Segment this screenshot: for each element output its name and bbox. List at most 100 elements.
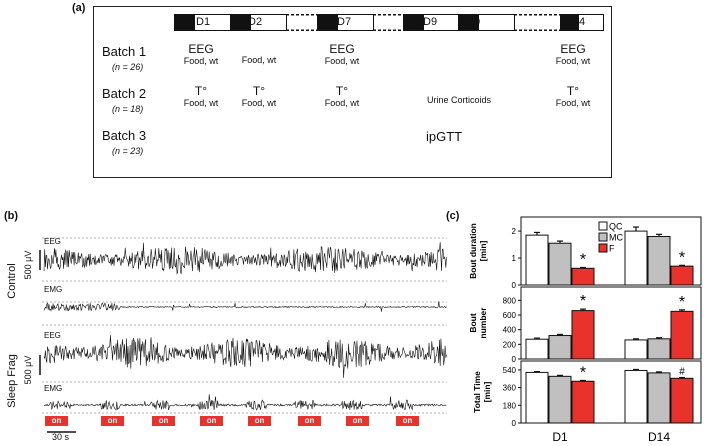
- b1-d7-food: Food, wt: [324, 56, 360, 66]
- y-axis-label: Bout: [470, 313, 478, 333]
- stim-on-marker: on: [396, 416, 419, 426]
- y-axis-label: Bout duration: [470, 223, 478, 279]
- b2-d14-food: Food, wt: [555, 98, 591, 108]
- significance-marker: *: [580, 293, 586, 310]
- b2-d2-temp: T°: [252, 84, 266, 98]
- timeline-gap-1: [286, 14, 318, 31]
- control-label: Control: [6, 263, 18, 299]
- x-category-label: D1: [552, 430, 568, 444]
- day-label-d7: D7: [337, 16, 352, 28]
- b2-d2-food: Food, wt: [241, 98, 277, 108]
- stim-on-marker: on: [298, 416, 321, 426]
- b2-urine-corticoids: Urine Corticoids: [426, 95, 492, 105]
- batch-3-n: (n = 23): [112, 146, 144, 156]
- b2-d2-cell: T° Food, wt: [234, 84, 284, 108]
- control-emg-trace: [43, 301, 447, 312]
- panel-c-label: (c): [446, 210, 460, 222]
- day-box-d10: D10: [458, 14, 515, 31]
- frag-scale-label: 500 μV: [23, 355, 33, 385]
- bar-f: [571, 267, 595, 286]
- frag-emg-label: EMG: [44, 384, 63, 393]
- bar-f: [571, 380, 595, 424]
- b2-d1-cell: T° Food, wt: [176, 84, 226, 108]
- day-box-d9: D9: [403, 14, 459, 31]
- b1-d1-cell: EEG Food, wt: [176, 42, 226, 66]
- bar-mc: [647, 235, 671, 286]
- day-box-d1: D1: [174, 14, 231, 31]
- bar-mc: [548, 375, 572, 424]
- b2-d14-temp: T°: [566, 84, 580, 98]
- sleep-frag-eeg-trace: [43, 335, 447, 378]
- bar-qc: [525, 338, 549, 360]
- batch-1-n: (n = 26): [112, 62, 144, 72]
- significance-marker: *: [679, 249, 685, 266]
- y-tick-label: 180: [503, 401, 517, 410]
- day-label-d14: D14: [565, 16, 586, 28]
- b1-d7-cell: EEG Food, wt: [317, 42, 367, 66]
- frag-eeg-label: EEG: [44, 331, 61, 340]
- control-scale-label: 500 μV: [23, 250, 33, 280]
- b3-ipgtt: ipGTT: [426, 129, 463, 144]
- bar-mc: [548, 335, 572, 360]
- legend-swatch-qc: [598, 221, 608, 231]
- timeline-gap-2: [373, 14, 404, 31]
- traces-svg: [39, 237, 447, 433]
- batch-3-name: Batch 3: [102, 128, 147, 143]
- day-box-d14: D14: [560, 14, 604, 31]
- b1-d1-eeg: EEG: [188, 42, 214, 56]
- bar-mc: [647, 338, 671, 360]
- b2-d1-temp: T°: [194, 84, 208, 98]
- stim-on-marker: on: [346, 416, 369, 426]
- b1-d2-cell: Food, wt: [234, 55, 284, 65]
- b1-d1-food: Food, wt: [183, 56, 219, 66]
- control-emg-label: EMG: [44, 285, 63, 294]
- batch-1-name: Batch 1: [102, 44, 147, 59]
- bar-f: [670, 310, 694, 360]
- control-eeg-label: EEG: [44, 237, 61, 246]
- b2-d14-cell: T° Food, wt: [548, 84, 598, 108]
- significance-marker: *: [580, 251, 586, 268]
- b1-d14-cell: EEG Food, wt: [548, 42, 598, 66]
- batch-2-name: Batch 2: [102, 86, 147, 101]
- b2-d1-food: Food, wt: [183, 98, 219, 108]
- legend-swatch-mc: [598, 232, 608, 242]
- day-label-d10: D10: [460, 16, 481, 28]
- y-axis-label: Total Time: [472, 371, 482, 413]
- y-tick-label: 540: [503, 366, 517, 375]
- x-category-label: D14: [648, 430, 670, 444]
- panel-a-frame: [93, 6, 612, 178]
- bar-f: [670, 377, 694, 424]
- y-tick-label: 0: [512, 355, 517, 364]
- legend-label-mc: MC: [609, 233, 623, 243]
- b1-d2-food: Food, wt: [241, 55, 277, 65]
- bar-qc: [525, 234, 549, 286]
- time-scale-label: 30 s: [52, 432, 70, 442]
- significance-marker: *: [679, 294, 685, 311]
- bar-f: [571, 310, 595, 360]
- b2-d7-food: Food, wt: [324, 98, 360, 108]
- stim-on-marker: on: [45, 416, 68, 426]
- day-label-d1: D1: [196, 16, 211, 28]
- y-tick-label: 400: [503, 326, 517, 335]
- b2-d7-cell: T° Food, wt: [317, 84, 367, 108]
- y-tick-label: 0: [512, 419, 517, 428]
- stim-on-marker: on: [248, 416, 271, 426]
- panel-b-label: (b): [4, 210, 19, 222]
- bar-qc: [624, 230, 648, 286]
- day-box-d2: D2: [230, 14, 287, 31]
- significance-marker: #: [679, 367, 685, 378]
- y-tick-label: 360: [503, 384, 517, 393]
- batch-2-n: (n = 18): [112, 104, 144, 114]
- control-eeg-trace: [43, 242, 447, 275]
- bar-mc: [647, 372, 671, 424]
- b1-d7-eeg: EEG: [329, 42, 355, 56]
- bar-qc: [624, 369, 648, 424]
- stim-on-marker: on: [200, 416, 223, 426]
- y-axis-unit: [min]: [478, 240, 488, 261]
- b1-d14-food: Food, wt: [555, 56, 591, 66]
- timeline-gap-3: [514, 14, 561, 31]
- day-label-d9: D9: [423, 16, 438, 28]
- significance-marker: *: [580, 364, 586, 381]
- day-box-d7: D7: [317, 14, 374, 31]
